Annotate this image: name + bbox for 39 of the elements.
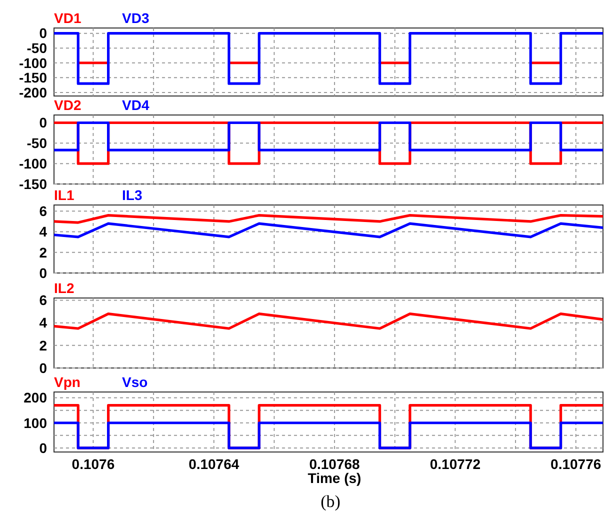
- y-tick-label: -150: [18, 176, 48, 192]
- y-tick-label: 200: [24, 390, 48, 406]
- y-tick-label: 4: [39, 314, 48, 331]
- series-label: IL1: [54, 187, 74, 203]
- y-tick-label: 2: [39, 244, 48, 260]
- line-series: [54, 312, 603, 330]
- y-tick-label: 0: [39, 25, 48, 42]
- x-tick-label: 0.10768: [309, 456, 360, 472]
- series-label: VD3: [122, 10, 150, 26]
- y-tick-label: 6: [39, 203, 48, 220]
- series-label: VD2: [54, 97, 82, 113]
- y-tick-label: 2: [39, 337, 48, 354]
- x-axis-title: Time (s): [308, 470, 362, 486]
- text: Vso: [122, 374, 148, 390]
- x-tick-label: 0.10776: [550, 456, 602, 472]
- line-series: [54, 214, 603, 224]
- x-tick-label: 0.10772: [430, 456, 481, 472]
- y-tick-label: 0: [39, 114, 48, 131]
- y-tick-label: 0: [39, 360, 48, 376]
- line-series: [54, 222, 603, 238]
- text: IL2: [54, 280, 74, 296]
- y-tick-label: 0: [39, 264, 48, 281]
- series-label: VD4: [122, 97, 150, 113]
- y-tick-label: 100: [24, 414, 48, 431]
- y-tick-label: -50: [26, 135, 48, 152]
- y-tick-label: 4: [39, 224, 48, 240]
- y-tick-label: -200: [18, 84, 48, 100]
- y-tick-label: -50: [26, 40, 48, 56]
- y-tick-label: -100: [18, 155, 48, 172]
- y-tick-label: -100: [18, 54, 48, 71]
- series-label: Vpn: [54, 374, 80, 390]
- text: VD1: [54, 10, 82, 26]
- y-tick-label: 0: [39, 440, 48, 456]
- x-tick-label: 0.10764: [188, 456, 240, 472]
- y-tick-label: 6: [39, 292, 48, 308]
- series-label: IL3: [122, 187, 142, 203]
- text: (b): [320, 492, 340, 511]
- x-tick-label: 0.1076: [72, 456, 115, 472]
- y-tick-label: -150: [18, 70, 48, 86]
